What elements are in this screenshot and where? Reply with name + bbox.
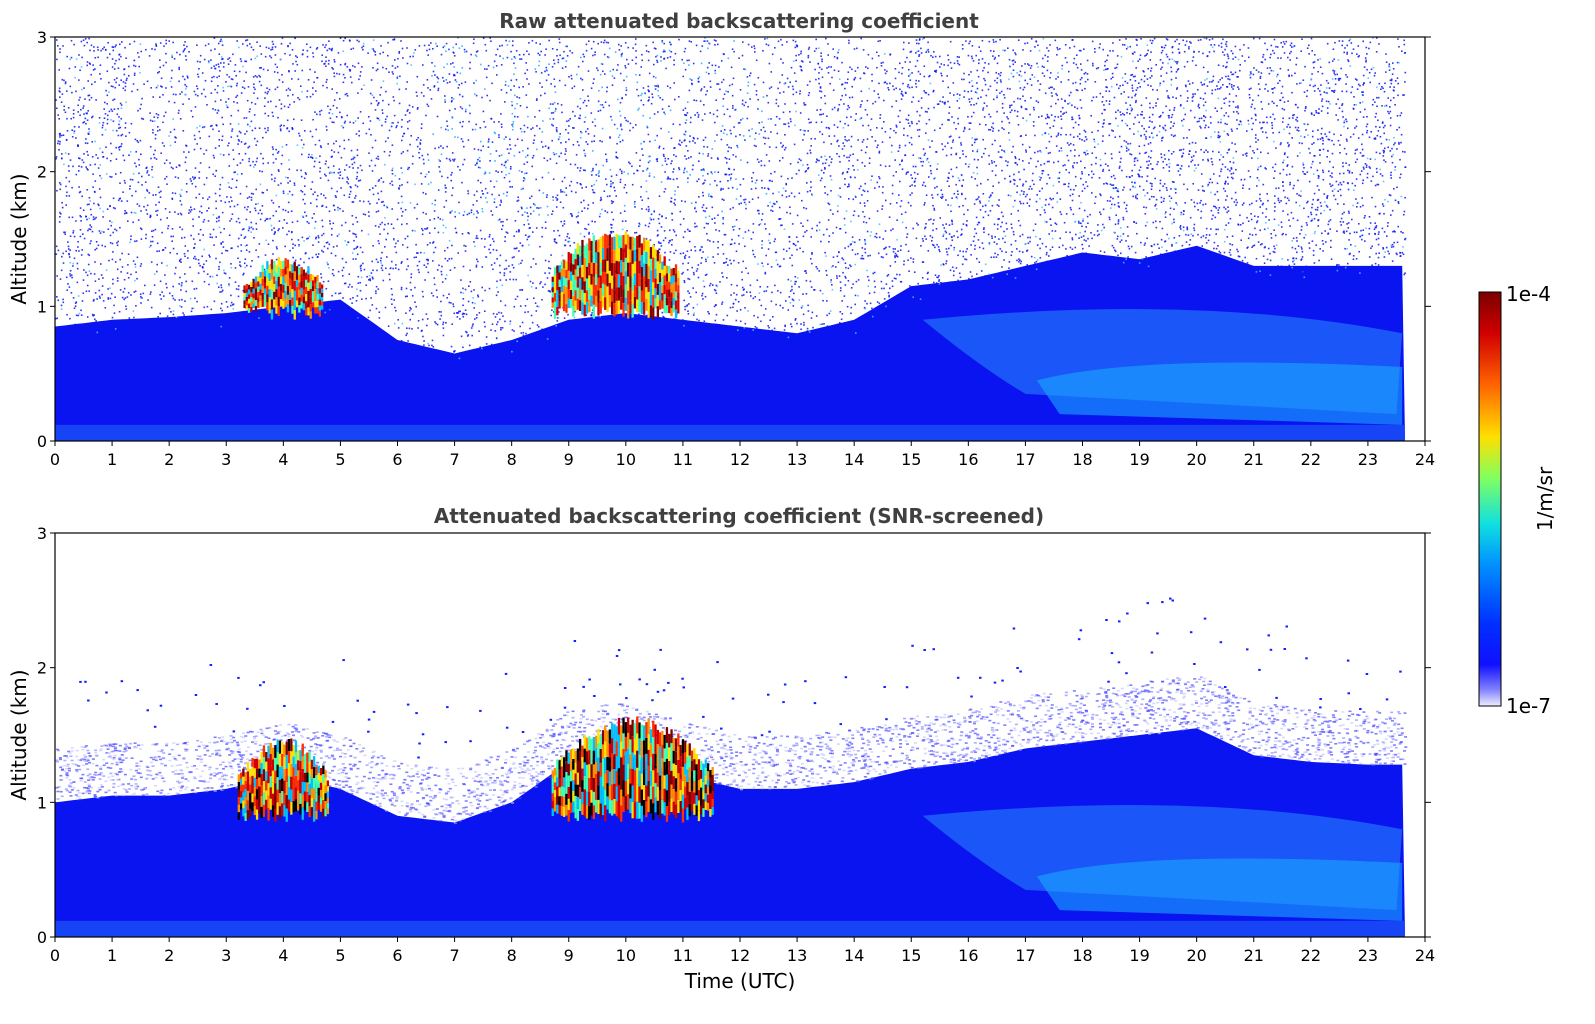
x-tick-label: 16 [958,946,978,965]
x-tick-label: 21 [1244,450,1264,469]
x-tick-label: 8 [507,946,517,965]
x-tick-label: 23 [1358,450,1378,469]
x-tick-label: 24 [1415,450,1435,469]
x-axis-label: Time (UTC) [684,969,796,993]
x-tick-label: 6 [392,946,402,965]
surface-layer [55,425,1405,441]
x-tick-label: 9 [564,450,574,469]
x-tick-label: 5 [335,946,345,965]
x-tick-label: 18 [1072,450,1092,469]
y-tick-label: 3 [37,28,47,47]
y-tick-label: 1 [37,297,47,316]
colorbar-min-label: 1e-7 [1506,694,1551,718]
y-axis-label: Altitude (km) [7,669,31,800]
x-tick-label: 2 [164,450,174,469]
x-tick-label: 14 [844,946,864,965]
y-tick-label: 0 [37,432,47,451]
y-axis-label: Altitude (km) [7,173,31,304]
x-tick-label: 8 [507,450,517,469]
x-tick-label: 12 [730,946,750,965]
y-tick-label: 2 [37,659,47,678]
x-tick-label: 6 [392,450,402,469]
x-tick-label: 24 [1415,946,1435,965]
y-tick-label: 2 [37,163,47,182]
surface-layer [55,921,1405,937]
x-tick-label: 0 [50,946,60,965]
x-tick-label: 4 [278,450,288,469]
x-tick-label: 22 [1301,946,1321,965]
x-tick-label: 23 [1358,946,1378,965]
x-tick-label: 19 [1129,450,1149,469]
x-tick-label: 0 [50,450,60,469]
x-tick-label: 14 [844,450,864,469]
cloud-features [238,717,714,823]
x-tick-label: 11 [673,946,693,965]
chart-title: Raw attenuated backscattering coefficien… [499,9,979,33]
y-tick-label: 0 [37,928,47,947]
x-tick-label: 17 [1015,450,1035,469]
colorbar: 1e-4 1e-7 1/m/sr [1479,282,1557,718]
x-tick-label: 17 [1015,946,1035,965]
x-tick-label: 2 [164,946,174,965]
x-tick-label: 10 [616,946,636,965]
x-tick-label: 5 [335,450,345,469]
x-tick-label: 15 [901,946,921,965]
x-tick-label: 16 [958,450,978,469]
plot-area [55,37,1406,441]
x-tick-label: 3 [221,946,231,965]
y-tick-label: 3 [37,524,47,543]
boundary-layer-signal [55,246,1405,441]
x-tick-label: 13 [787,450,807,469]
x-tick-label: 22 [1301,450,1321,469]
x-tick-label: 3 [221,450,231,469]
x-tick-label: 15 [901,450,921,469]
x-tick-label: 19 [1129,946,1149,965]
x-tick-label: 7 [449,946,459,965]
plot-area [55,598,1407,937]
x-tick-label: 1 [107,946,117,965]
colorbar-unit-label: 1/m/sr [1533,466,1557,531]
cloud-feature-2 [552,231,680,320]
x-tick-label: 9 [564,946,574,965]
x-tick-label: 18 [1072,946,1092,965]
screened-backscatter-panel: Attenuated backscattering coefficient (S… [7,504,1435,993]
x-tick-label: 20 [1186,450,1206,469]
raw-backscatter-panel: Raw attenuated backscattering coefficien… [7,9,1435,469]
x-tick-label: 7 [449,450,459,469]
x-tick-label: 4 [278,946,288,965]
y-tick-label: 1 [37,793,47,812]
colorbar-gradient [1479,292,1501,706]
cloud-features [243,231,679,320]
x-tick-label: 13 [787,946,807,965]
x-tick-label: 1 [107,450,117,469]
chart-title: Attenuated backscattering coefficient (S… [434,504,1044,528]
x-tick-label: 20 [1186,946,1206,965]
colorbar-max-label: 1e-4 [1506,282,1551,306]
x-tick-label: 10 [616,450,636,469]
x-tick-label: 12 [730,450,750,469]
x-tick-label: 11 [673,450,693,469]
x-tick-label: 21 [1244,946,1264,965]
